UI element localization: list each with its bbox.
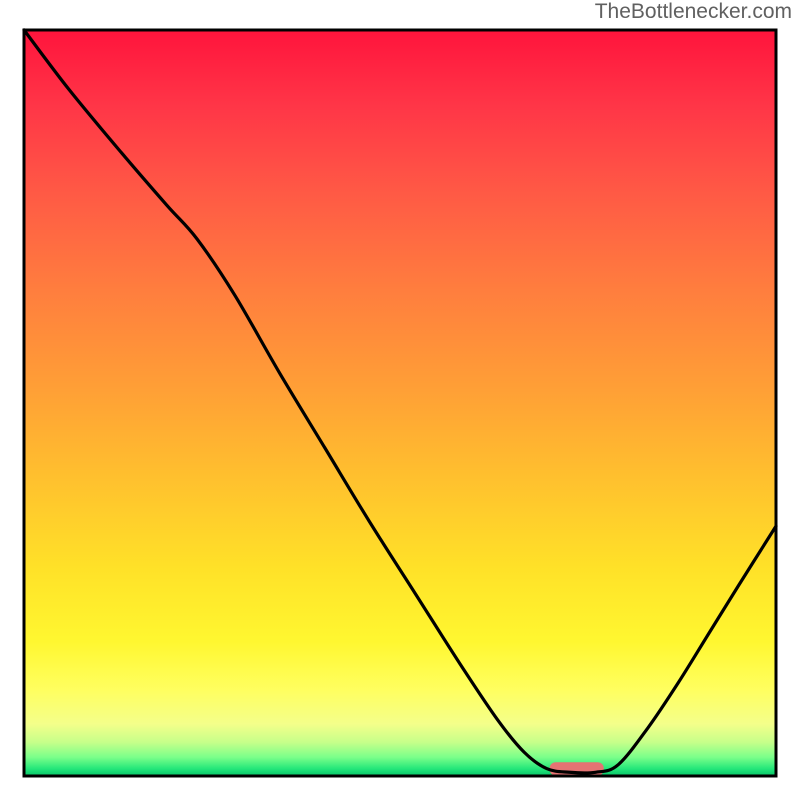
watermark-text: TheBottlenecker.com (595, 0, 792, 24)
gradient-background (24, 30, 776, 776)
chart-svg (0, 0, 800, 800)
chart-stage: TheBottlenecker.com (0, 0, 800, 800)
